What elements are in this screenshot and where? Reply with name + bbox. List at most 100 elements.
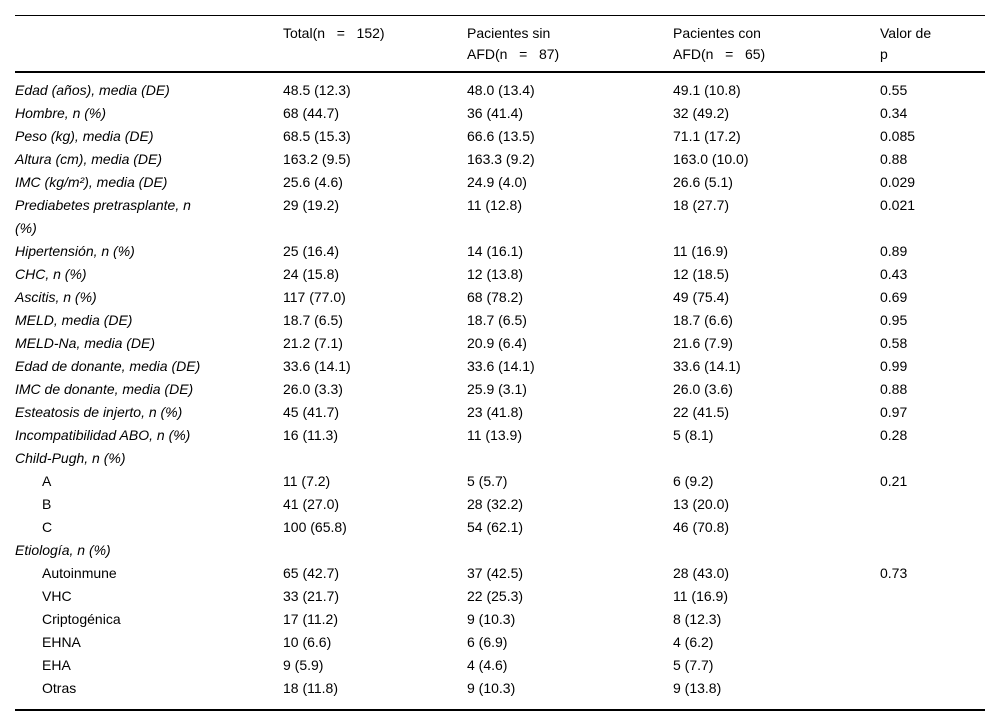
value-cell: 66.6 (13.5): [467, 128, 535, 144]
p-value-cell: 0.34: [880, 105, 908, 121]
table-header-row: Total(n = 152) Pacientes sin AFD(n = 87)…: [15, 16, 985, 73]
value-cell: 24 (15.8): [283, 266, 340, 282]
table-row: Esteatosis de injerto, n (%) 45 (41.7) 23 …: [15, 401, 985, 424]
value-cell: 29 (19.2): [283, 197, 340, 213]
value-cell: 4 (4.6): [467, 657, 508, 673]
table-row: Ascitis, n (%) 117 (77.0) 68 (78.2) 49 (75.…: [15, 286, 985, 309]
value-cell: 163.0 (10.0): [673, 151, 749, 167]
table-row: Prediabetes pretrasplante, n (%) 29 (19.2…: [15, 194, 985, 240]
value-cell: 33.6 (14.1): [467, 358, 535, 374]
row-label-cell: EHA: [42, 657, 71, 673]
table-row: CHC, n (%) 24 (15.8) 12 (13.8) 12 (18.5) 0.4…: [15, 263, 985, 286]
row-label-cell: Edad (años), media (DE): [15, 82, 170, 98]
row-label-cell: MELD-Na, media (DE): [15, 335, 156, 351]
p-value-cell: [880, 585, 985, 608]
row-label-cell: A: [42, 473, 52, 489]
table-row: EHNA 10 (6.6) 6 (6.9) 4 (6.2): [15, 631, 985, 654]
value-cell: 11 (16.9): [673, 243, 728, 259]
value-cell: 68 (78.2): [467, 289, 524, 305]
value-cell: 28 (32.2): [467, 496, 524, 512]
row-label-cell: Esteatosis de injerto, n (%): [15, 404, 183, 420]
value-cell: 14 (16.1): [467, 243, 524, 259]
row-label-cell: C: [42, 519, 53, 535]
value-cell: 28 (43.0): [673, 565, 730, 581]
column-header-total: Total(n = 152): [283, 25, 385, 41]
table-row: Edad (años), media (DE) 48.5 (12.3) 48.0 (…: [15, 72, 985, 102]
p-value-cell: 0.73: [880, 565, 908, 581]
value-cell: 20.9 (6.4): [467, 335, 527, 351]
value-cell: 6 (6.9): [467, 634, 508, 650]
value-cell: 68 (44.7): [283, 105, 340, 121]
value-cell: 21.2 (7.1): [283, 335, 343, 351]
value-cell: 41 (27.0): [283, 496, 340, 512]
clinical-characteristics-table: Total(n = 152) Pacientes sin AFD(n = 87)…: [15, 15, 985, 711]
row-label-cell: Etiología, n (%): [15, 542, 111, 558]
value-cell: 11 (12.8): [467, 197, 522, 213]
row-label-cell: CHC, n (%): [15, 266, 87, 282]
value-cell: 54 (62.1): [467, 519, 524, 535]
p-value-cell: 0.99: [880, 358, 908, 374]
p-value-cell: [880, 677, 985, 710]
value-cell: 33.6 (14.1): [283, 358, 351, 374]
p-value-cell: 0.43: [880, 266, 908, 282]
table-row: B 41 (27.0) 28 (32.2) 13 (20.0): [15, 493, 985, 516]
value-cell: 6 (9.2): [673, 473, 714, 489]
row-label-cell: Edad de donante, media (DE): [15, 358, 201, 374]
table-row: Etiología, n (%): [15, 539, 985, 562]
value-cell: 18.7 (6.5): [283, 312, 343, 328]
column-header-empty: [15, 16, 283, 73]
value-cell: 11 (13.9): [467, 427, 522, 443]
p-value-cell: [880, 654, 985, 677]
row-label-cell: Incompatibilidad ABO, n (%): [15, 427, 191, 443]
row-label-cell: Prediabetes pretrasplante, n (%): [15, 197, 191, 236]
p-value-cell: 0.89: [880, 243, 908, 259]
value-cell: 12 (13.8): [467, 266, 524, 282]
value-cell: 49 (75.4): [673, 289, 730, 305]
value-cell: 22 (41.5): [673, 404, 730, 420]
p-value-cell: 0.085: [880, 128, 916, 144]
value-cell: 26.6 (5.1): [673, 174, 733, 190]
row-label-cell: B: [42, 496, 52, 512]
row-label-cell: Hipertensión, n (%): [15, 243, 135, 259]
p-value-cell: 0.029: [880, 174, 916, 190]
value-cell: 48.5 (12.3): [283, 82, 351, 98]
row-label-cell: Child-Pugh, n (%): [15, 450, 126, 466]
value-cell: 18 (11.8): [283, 680, 338, 696]
value-cell: 46 (70.8): [673, 519, 730, 535]
table-row: MELD-Na, media (DE) 21.2 (7.1) 20.9 (6.4) 2…: [15, 332, 985, 355]
row-label-cell: IMC (kg/m²), media (DE): [15, 174, 168, 190]
value-cell: 33 (21.7): [283, 588, 340, 604]
p-value-cell: 0.021: [880, 197, 916, 213]
row-label-cell: IMC de donante, media (DE): [15, 381, 194, 397]
value-cell: 48.0 (13.4): [467, 82, 535, 98]
value-cell: 65 (42.7): [283, 565, 340, 581]
value-cell: 9 (10.3): [467, 680, 516, 696]
value-cell: 18 (27.7): [673, 197, 730, 213]
value-cell: 9 (13.8): [673, 680, 722, 696]
value-cell: 36 (41.4): [467, 105, 524, 121]
value-cell: 24.9 (4.0): [467, 174, 527, 190]
value-cell: 8 (12.3): [673, 611, 722, 627]
table-row: IMC de donante, media (DE) 26.0 (3.3) 25.9…: [15, 378, 985, 401]
value-cell: 5 (8.1): [673, 427, 714, 443]
value-cell: 33.6 (14.1): [673, 358, 741, 374]
table-row: MELD, media (DE) 18.7 (6.5) 18.7 (6.5) 18.7…: [15, 309, 985, 332]
row-label-cell: Peso (kg), media (DE): [15, 128, 154, 144]
value-cell: 100 (65.8): [283, 519, 347, 535]
p-value-cell: [880, 608, 985, 631]
p-value-cell: [880, 631, 985, 654]
p-value-cell: 0.21: [880, 473, 908, 489]
value-cell: 23 (41.8): [467, 404, 524, 420]
value-cell: 11 (7.2): [283, 473, 331, 489]
value-cell: 21.6 (7.9): [673, 335, 733, 351]
table-row: EHA 9 (5.9) 4 (4.6) 5 (7.7): [15, 654, 985, 677]
table-body: Edad (años), media (DE) 48.5 (12.3) 48.0 (…: [15, 72, 985, 710]
table-row: Hipertensión, n (%) 25 (16.4) 14 (16.1) 11 …: [15, 240, 985, 263]
table-row: Peso (kg), media (DE) 68.5 (15.3) 66.6 (13…: [15, 125, 985, 148]
row-label-cell: Hombre, n (%): [15, 105, 107, 121]
p-value-cell: 0.69: [880, 289, 908, 305]
column-header-sin-afd: Pacientes sin AFD(n = 87): [467, 25, 560, 62]
row-label-cell: Ascitis, n (%): [15, 289, 97, 305]
table-row: Edad de donante, media (DE) 33.6 (14.1) 33…: [15, 355, 985, 378]
